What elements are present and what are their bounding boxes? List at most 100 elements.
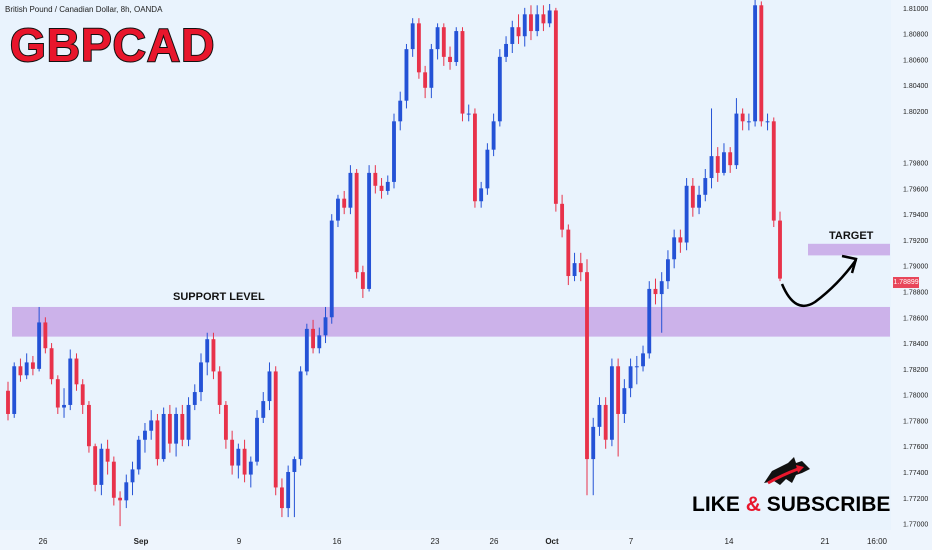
candle xyxy=(497,49,502,127)
candle xyxy=(217,366,222,414)
candle-body xyxy=(435,27,440,50)
y-tick-label: 1.78200 xyxy=(903,367,928,374)
candle xyxy=(80,379,85,414)
candle xyxy=(373,165,378,194)
candle-body xyxy=(286,471,291,509)
candle xyxy=(535,5,540,37)
y-tick-label: 1.80400 xyxy=(903,83,928,90)
candle-body xyxy=(585,272,589,460)
candle-body xyxy=(491,121,496,150)
candle xyxy=(778,211,782,282)
candle-body xyxy=(404,49,409,101)
candle xyxy=(311,319,315,354)
price-axis-background xyxy=(891,0,932,550)
candle-body xyxy=(199,362,203,393)
candle xyxy=(298,366,303,466)
candle-body xyxy=(591,426,596,460)
candle-body xyxy=(111,461,116,498)
candle-body xyxy=(454,31,459,63)
target-label: TARGET xyxy=(829,230,874,242)
support-level-label: SUPPORT LEVEL xyxy=(173,291,265,303)
candle-body xyxy=(410,23,415,50)
candle-body xyxy=(105,448,110,462)
candle-body xyxy=(553,10,558,204)
candle-body xyxy=(280,487,284,509)
candle-body xyxy=(753,5,758,122)
candle-body xyxy=(161,413,166,460)
candle xyxy=(672,229,677,269)
candle-body xyxy=(429,49,434,88)
y-tick-label: 1.80200 xyxy=(903,109,928,116)
bull-bear-logo-icon xyxy=(764,457,810,485)
candle xyxy=(62,388,66,418)
candle xyxy=(566,224,571,286)
y-tick-label: 1.77800 xyxy=(903,418,928,425)
candle-body xyxy=(205,339,210,363)
like-subscribe-banner[interactable]: LIKE & SUBSCRIBE xyxy=(692,493,890,517)
y-tick-label: 1.78600 xyxy=(903,315,928,322)
candle-body xyxy=(609,366,614,440)
projection-arrow-path xyxy=(780,259,858,307)
candle xyxy=(286,465,291,518)
candle xyxy=(659,272,664,333)
candle xyxy=(572,252,577,282)
candle-body xyxy=(6,390,10,414)
candle xyxy=(591,417,596,496)
candle-body xyxy=(80,384,85,405)
candle-body xyxy=(30,362,35,369)
candle xyxy=(634,355,639,385)
x-tick-label: 16:00 xyxy=(867,537,888,546)
candle xyxy=(715,147,720,182)
candle xyxy=(180,404,185,447)
candle xyxy=(485,143,490,195)
candle-body xyxy=(416,23,421,73)
candle xyxy=(678,229,683,253)
candle xyxy=(68,349,73,411)
y-tick-label: 1.81000 xyxy=(903,6,928,13)
candle xyxy=(709,108,714,189)
candle-body xyxy=(329,220,334,318)
candle xyxy=(466,104,471,122)
candle xyxy=(248,456,253,488)
candle xyxy=(379,178,384,199)
candle-body xyxy=(547,10,552,24)
candle-body xyxy=(74,358,79,385)
candle xyxy=(392,113,396,189)
candle-body xyxy=(155,420,160,460)
candle-body xyxy=(174,413,179,444)
candle-body xyxy=(43,322,48,349)
candle xyxy=(18,358,23,382)
candle-body xyxy=(255,417,259,462)
candle xyxy=(410,18,415,57)
candle-body xyxy=(522,14,527,37)
candle-body xyxy=(230,439,235,466)
candle xyxy=(143,422,147,453)
candle xyxy=(49,343,54,385)
candle xyxy=(111,456,116,506)
candle-body xyxy=(236,448,241,466)
candle-body xyxy=(578,263,583,273)
candle-body xyxy=(510,27,515,44)
candle xyxy=(87,401,91,453)
candle-body xyxy=(560,203,565,230)
candle xyxy=(603,397,608,449)
candle xyxy=(292,456,297,518)
candle xyxy=(37,306,42,372)
candle-body xyxy=(653,288,658,295)
candle xyxy=(690,178,695,217)
time-axis-background xyxy=(0,530,891,550)
y-tick-label: 1.78400 xyxy=(903,341,928,348)
candle-body xyxy=(622,388,627,414)
candle-body xyxy=(672,237,677,260)
candle-body xyxy=(18,366,23,376)
candle xyxy=(199,353,203,402)
candle xyxy=(765,113,770,131)
candle-body xyxy=(298,371,303,460)
candle-body xyxy=(628,366,633,389)
candle-body xyxy=(68,358,73,405)
candle xyxy=(609,358,614,447)
candle-body xyxy=(529,14,533,32)
candle xyxy=(236,443,241,479)
candle-body xyxy=(87,404,91,447)
